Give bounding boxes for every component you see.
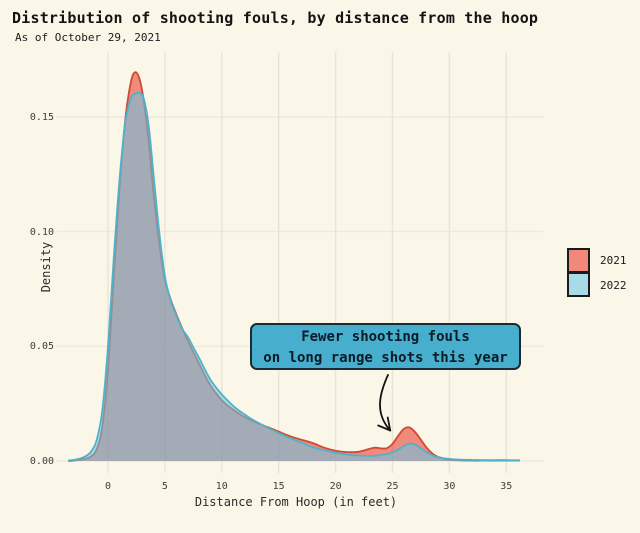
x-tick-label: 0 — [104, 481, 112, 492]
legend-label-2022: 2022 — [600, 279, 627, 292]
y-tick-label: 0.15 — [29, 111, 54, 123]
legend-label-2021: 2021 — [600, 254, 627, 267]
annotation-arrow — [379, 374, 392, 432]
annotation-arrowhead — [377, 416, 392, 432]
x-tick-label: 35 — [500, 481, 513, 492]
y-tick-label: 0.05 — [29, 341, 54, 353]
legend-entry-2021: 2021 — [567, 248, 627, 273]
chart-title: Distribution of shooting fouls, by dista… — [12, 9, 539, 27]
annotation-line-1: Fewer shooting fouls — [301, 329, 470, 345]
density-outline-2022 — [68, 91, 521, 462]
y-tick-label: 0.00 — [29, 456, 54, 467]
density-area-2022 — [68, 92, 520, 461]
y-tick-label: 0.10 — [29, 226, 54, 238]
x-tick-label: 30 — [443, 481, 456, 492]
x-axis-title: Distance From Hoop (in feet) — [194, 495, 398, 509]
legend-swatch-2021 — [567, 248, 590, 273]
x-tick-label: 10 — [215, 481, 228, 492]
x-tick-label: 20 — [329, 481, 342, 492]
legend: 2021 2022 — [567, 248, 627, 298]
legend-swatch-2022 — [567, 272, 590, 297]
y-axis-title: Density — [39, 241, 53, 293]
x-tick-label: 15 — [272, 481, 285, 492]
legend-entry-2022: 2022 — [567, 272, 627, 298]
chart-subtitle: As of October 29, 2021 — [15, 31, 161, 44]
annotation-line-2: on long range shots this year — [263, 350, 508, 366]
annotation-callout: Fewer shooting fouls on long range shots… — [250, 323, 521, 370]
x-tick-label: 5 — [161, 481, 168, 492]
x-tick-label: 25 — [386, 481, 399, 492]
